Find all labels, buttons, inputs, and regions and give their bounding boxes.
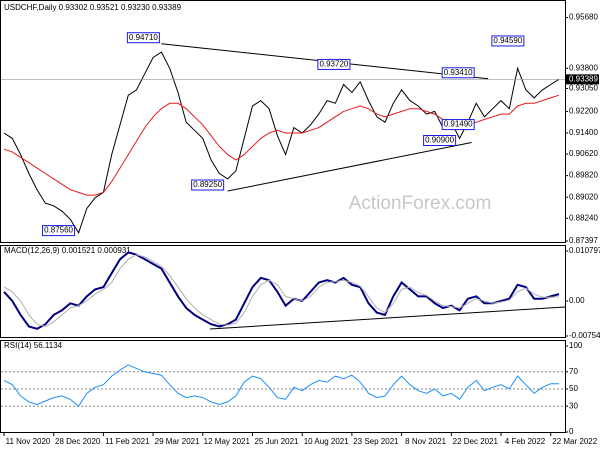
y-tick-label: 0.93800 <box>569 63 598 72</box>
y-tick-label: -0.007548 <box>569 331 600 340</box>
y-tick-label: 0.00 <box>569 296 585 305</box>
last-price-box <box>566 74 599 85</box>
annotation-label: 0.94590 <box>493 36 522 45</box>
x-tick-label: 4 Feb 2022 <box>505 437 546 446</box>
y-tick-label: 0.89020 <box>569 192 598 201</box>
rsi-panel <box>0 340 566 433</box>
y-tick-label: 0.89820 <box>569 171 598 180</box>
y-tick-label: 0.93050 <box>569 84 598 93</box>
x-tick-label: 11 Nov 2020 <box>6 437 51 446</box>
y-tick-label: 0.010797 <box>569 246 600 255</box>
annotation-box <box>126 32 160 44</box>
macd-panel <box>0 245 566 338</box>
y-tick-label: 0.91400 <box>569 128 598 137</box>
panel-title: USDCHF,Daily 0.93302 0.93521 0.93230 0.9… <box>4 3 182 12</box>
series-line <box>3 364 559 407</box>
y-tick-label: 70 <box>569 367 578 376</box>
y-tick-label: 0.88240 <box>569 213 598 222</box>
panel-title: MACD(12,26,9) 0.001521 0.000931 <box>4 246 131 255</box>
y-tick-label: 0.95680 <box>569 13 598 22</box>
annotation-label: 0.93410 <box>444 68 473 77</box>
x-tick-label: 23 Sep 2021 <box>353 437 399 446</box>
x-tick-label: 29 Mar 2021 <box>155 437 200 446</box>
annotation-label: 0.93720 <box>319 60 348 69</box>
x-tick-label: 28 Dec 2020 <box>55 437 101 446</box>
x-tick-label: 25 Jun 2021 <box>254 437 299 446</box>
annotation-label: 0.91490 <box>444 120 473 129</box>
x-tick-label: 22 Mar 2022 <box>552 437 597 446</box>
series-line <box>3 254 560 328</box>
annotation-box <box>317 58 351 70</box>
y-tick-label: 0.87397 <box>569 236 598 245</box>
last-price-label: 0.93389 <box>569 74 598 83</box>
x-tick-label: 12 May 2021 <box>204 437 251 446</box>
x-tick-label: 22 Dec 2021 <box>453 437 499 446</box>
y-tick-label: 0.92200 <box>569 107 598 116</box>
annotation-box <box>441 67 475 79</box>
y-tick-label: 0 <box>569 427 574 436</box>
watermark: ActionForex.com <box>349 193 492 214</box>
annotation-box <box>423 135 457 147</box>
trendline <box>227 142 472 192</box>
macd-trendline <box>209 306 566 330</box>
annotation-box <box>491 35 525 47</box>
series-line <box>3 251 560 330</box>
annotation-label: 0.90900 <box>425 136 454 145</box>
y-tick-label: 100 <box>569 341 583 350</box>
x-tick-label: 8 Nov 2021 <box>405 437 446 446</box>
y-tick-label: 0.90620 <box>569 149 598 158</box>
y-tick-label: 50 <box>569 384 578 393</box>
annotation-box <box>42 225 76 237</box>
x-tick-label: 11 Feb 2021 <box>105 437 150 446</box>
annotation-box <box>191 179 225 191</box>
annotation-box <box>441 119 475 131</box>
annotation-label: 0.89250 <box>193 180 222 189</box>
x-tick-label: 10 Aug 2021 <box>304 437 349 446</box>
price-panel <box>0 0 566 243</box>
annotation-label: 0.94710 <box>129 33 158 42</box>
panel-title: RSI(14) 56.1134 <box>4 341 63 350</box>
annotation-label: 0.87560 <box>44 226 73 235</box>
y-tick-label: 30 <box>569 401 578 410</box>
